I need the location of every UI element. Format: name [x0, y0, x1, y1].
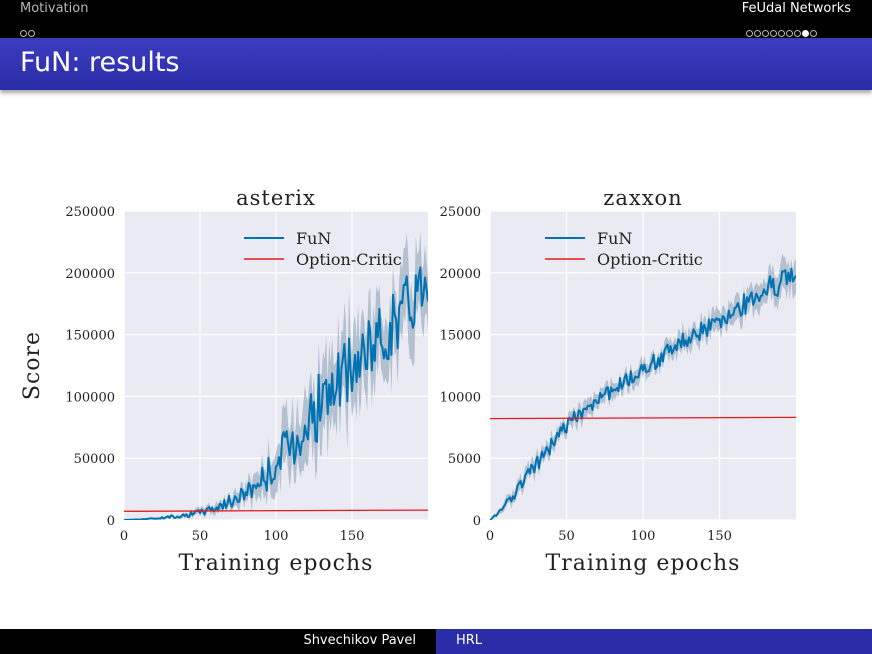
slide-footer: Shvechikov Pavel HRL	[0, 629, 872, 654]
legend-label: FuN	[597, 229, 632, 248]
x-axis-label: Training epochs	[179, 551, 374, 576]
option-critic-series-line	[124, 509, 428, 512]
y-tick-label: 25000	[440, 205, 481, 220]
nav-dot[interactable]	[778, 30, 785, 37]
legend-label: FuN	[296, 229, 331, 248]
x-tick-label: 50	[558, 529, 575, 544]
y-tick-label: 250000	[65, 205, 115, 220]
nav-dot[interactable]	[28, 30, 35, 37]
y-tick-label: 200000	[65, 267, 115, 282]
section-nav-feudal-networks[interactable]: FeUdal Networks	[741, 1, 851, 16]
x-axis-label: Training epochs	[546, 551, 741, 576]
section-progress-dots-right[interactable]	[746, 22, 818, 37]
section-progress-dots-left[interactable]	[20, 22, 36, 37]
x-tick-label: 0	[120, 529, 128, 544]
x-tick-label: 100	[631, 529, 656, 544]
nav-dot[interactable]	[20, 30, 27, 37]
footer-author: Shvechikov Pavel	[303, 633, 416, 648]
slide-header: Motivation FeUdal Networks	[0, 0, 872, 38]
y-tick-label: 0	[473, 514, 481, 529]
title-bar: FuN: results	[0, 38, 872, 90]
nav-dot[interactable]	[786, 30, 793, 37]
x-tick-label: 50	[192, 529, 209, 544]
nav-dot[interactable]	[746, 30, 753, 37]
y-tick-label: 0	[107, 514, 115, 529]
fun-confidence-band	[124, 231, 428, 520]
x-tick-label: 150	[707, 529, 732, 544]
y-tick-label: 20000	[440, 267, 481, 282]
y-axis-label: Score	[20, 331, 45, 400]
chart-title: asterix	[236, 186, 316, 210]
y-tick-label: 50000	[74, 452, 115, 467]
fun-series-line	[490, 267, 796, 520]
footer-short-title: HRL	[456, 633, 483, 648]
nav-dot[interactable]	[810, 30, 817, 37]
footer-left-panel: Shvechikov Pavel	[0, 629, 436, 654]
chart-title: zaxxon	[603, 186, 682, 210]
x-tick-label: 0	[486, 529, 494, 544]
nav-dot[interactable]	[802, 30, 809, 37]
chart-asterix: asterix 0 50 100 150 0 50000 100000 150000 200000…	[20, 186, 428, 576]
section-nav-motivation[interactable]: Motivation	[20, 1, 89, 16]
x-tick-label: 150	[340, 529, 365, 544]
footer-right-panel: HRL	[436, 629, 872, 654]
nav-dot[interactable]	[754, 30, 761, 37]
legend-label: Option-Critic	[597, 250, 703, 269]
y-tick-label: 100000	[65, 390, 115, 405]
legend-label: Option-Critic	[296, 250, 402, 269]
nav-dot[interactable]	[794, 30, 801, 37]
y-tick-label: 15000	[440, 329, 481, 344]
x-tick-label: 100	[264, 529, 289, 544]
chart-zaxxon: zaxxon 0 50 100 150 0 5000 10000 15000 20000 25000…	[440, 186, 796, 576]
fun-series-line	[124, 266, 428, 520]
y-tick-label: 5000	[448, 452, 481, 467]
y-tick-label: 150000	[65, 329, 115, 344]
nav-dot[interactable]	[762, 30, 769, 37]
slide-title: FuN: results	[20, 47, 180, 78]
nav-dot[interactable]	[770, 30, 777, 37]
option-critic-series-line	[490, 416, 796, 420]
y-tick-label: 10000	[440, 390, 481, 405]
